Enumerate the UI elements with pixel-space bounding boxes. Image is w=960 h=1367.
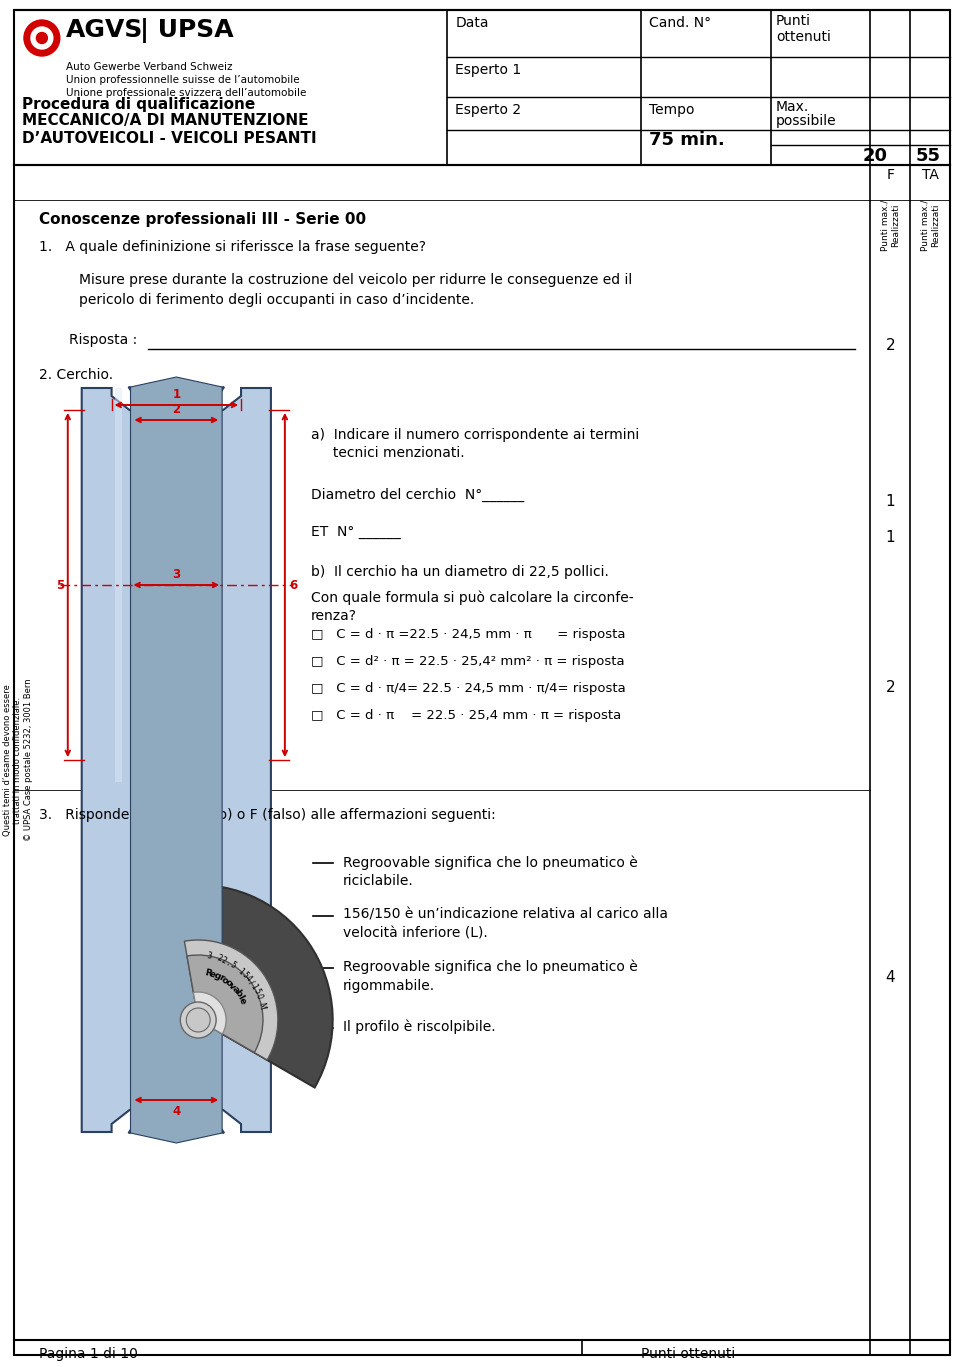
Text: ottenuti: ottenuti [776,30,830,44]
Text: 1: 1 [172,388,180,401]
Text: Misure prese durante la costruzione del veicolo per ridurre le conseguenze ed il: Misure prese durante la costruzione del … [79,273,632,306]
Text: r: r [217,973,226,983]
Text: Pagina 1 di 10: Pagina 1 di 10 [39,1346,138,1362]
Text: Unione professionale svizzera dell’automobile: Unione professionale svizzera dell’autom… [66,87,306,98]
Text: Data: Data [455,16,489,30]
Wedge shape [175,884,333,1088]
Text: R: R [204,968,212,979]
Text: 1: 1 [885,530,895,545]
Text: Auto Gewerbe Verband Schweiz: Auto Gewerbe Verband Schweiz [66,62,232,72]
Text: 3: 3 [206,951,213,961]
Text: Diametro del cerchio  N°______: Diametro del cerchio N°______ [311,488,524,502]
Text: Con quale formula si può calcolare la circonfe-
renza?: Con quale formula si può calcolare la ci… [311,591,634,623]
Wedge shape [193,992,227,1033]
Text: AGVS: AGVS [66,18,143,42]
Text: 4: 4 [172,1105,180,1118]
Text: 1: 1 [236,966,246,976]
Text: 5: 5 [57,578,64,592]
Text: b)  Il cerchio ha un diametro di 22,5 pollici.: b) Il cerchio ha un diametro di 22,5 pol… [311,565,609,580]
Text: □   C = d · π    = 22.5 · 25,4 mm · π = risposta: □ C = d · π = 22.5 · 25,4 mm · π = rispo… [311,709,621,722]
Text: v: v [227,980,237,991]
Text: TA: TA [922,168,939,182]
Text: possibile: possibile [776,113,836,128]
Text: 2: 2 [885,679,895,694]
Text: Questi temi d’esame devono essere
trattati in modo confidenziale.
© UPSA Case po: Questi temi d’esame devono essere tratta… [3,678,33,841]
Text: Procedura di qualificazione: Procedura di qualificazione [22,97,255,112]
Text: 2: 2 [885,338,895,353]
Text: 1: 1 [885,493,895,509]
Text: ET  N° ______: ET N° ______ [311,525,400,539]
Text: 5: 5 [240,971,250,980]
Text: o: o [224,977,234,988]
Text: 2: 2 [220,956,228,965]
Text: Punti max./
Realizzati: Punti max./ Realizzati [921,200,940,252]
Circle shape [31,27,53,49]
Text: 2: 2 [172,403,180,416]
Text: 6: 6 [289,578,297,592]
Text: Risposta :: Risposta : [69,334,141,347]
Text: l: l [235,994,245,1001]
Text: □   C = d · π/4= 22.5 · 24,5 mm · π/4= risposta: □ C = d · π/4= 22.5 · 24,5 mm · π/4= ris… [311,682,626,694]
Wedge shape [184,940,277,1059]
Text: a: a [229,984,241,995]
Text: 1: 1 [249,983,259,991]
Circle shape [180,1002,216,1038]
Text: 2. Cerchio.: 2. Cerchio. [39,368,113,381]
Circle shape [186,1007,210,1032]
Polygon shape [82,387,271,1133]
Circle shape [36,33,47,44]
Text: a)  Indicare il numero corrispondente ai termini
     tecnici menzionati.: a) Indicare il numero corrispondente ai … [311,428,639,461]
Text: Punti: Punti [776,14,811,27]
Text: e: e [237,997,248,1006]
Text: 1.   A quale defininizione si riferissce la frase seguente?: 1. A quale defininizione si riferissce l… [39,241,426,254]
Text: Regroovable significa che lo pneumatico è
riciclabile.: Regroovable significa che lo pneumatico … [343,854,637,889]
Wedge shape [187,956,263,1053]
Text: o: o [220,975,230,986]
Text: Il profilo è riscolpibile.: Il profilo è riscolpibile. [343,1020,495,1035]
Polygon shape [131,377,222,1143]
Text: □   C = d · π =22.5 · 24,5 mm · π      = risposta: □ C = d · π =22.5 · 24,5 mm · π = rispos… [311,627,625,641]
Text: | UPSA: | UPSA [140,18,234,42]
Text: 0: 0 [253,992,264,1001]
Text: 55: 55 [916,148,941,165]
Text: g: g [212,971,222,982]
Text: Punti max./
Realizzati: Punti max./ Realizzati [880,200,900,252]
Circle shape [24,21,60,56]
Text: 4: 4 [243,973,253,983]
Text: D’AUTOVEICOLI - VEICOLI PESANTI: D’AUTOVEICOLI - VEICOLI PESANTI [22,131,317,146]
Text: F: F [886,168,895,182]
Text: MECCANICO/A DI MANUTENZIONE: MECCANICO/A DI MANUTENZIONE [22,113,308,128]
Text: Max.: Max. [776,100,809,113]
Text: e: e [208,969,217,979]
Text: Esperto 1: Esperto 1 [455,63,521,77]
Text: 4: 4 [885,971,895,986]
Text: 3: 3 [172,569,180,581]
Text: 5: 5 [228,960,237,971]
Text: Punti ottenuti: Punti ottenuti [641,1346,735,1362]
Text: Tempo: Tempo [649,103,695,118]
Text: Esperto 2: Esperto 2 [455,103,521,118]
Text: 75 min.: 75 min. [649,131,725,149]
Text: M: M [256,1002,267,1010]
Text: 2: 2 [216,954,223,964]
Text: □   C = d² · π = 22.5 · 25,4² mm² · π = risposta: □ C = d² · π = 22.5 · 25,4² mm² · π = ri… [311,655,624,668]
Text: Conoscenze professionali III - Serie 00: Conoscenze professionali III - Serie 00 [39,212,366,227]
Text: /: / [247,979,255,987]
Text: ,: , [226,958,231,966]
Text: Cand. N°: Cand. N° [649,16,711,30]
Text: 5: 5 [252,987,261,995]
Text: 20: 20 [863,148,888,165]
Text: Union professionnelle suisse de l’automobile: Union professionnelle suisse de l’automo… [66,75,300,85]
Text: 156/150 è un’indicazione relativa al carico alla
velocità inferiore (L).: 156/150 è un’indicazione relativa al car… [343,908,667,940]
Text: 3.   Rispondere con V (vero) o F (falso) alle affermazioni seguenti:: 3. Rispondere con V (vero) o F (falso) a… [39,808,495,822]
Text: b: b [232,988,244,998]
Polygon shape [114,388,122,782]
Text: Regroovable significa che lo pneumatico è
rigommabile.: Regroovable significa che lo pneumatico … [343,960,637,992]
